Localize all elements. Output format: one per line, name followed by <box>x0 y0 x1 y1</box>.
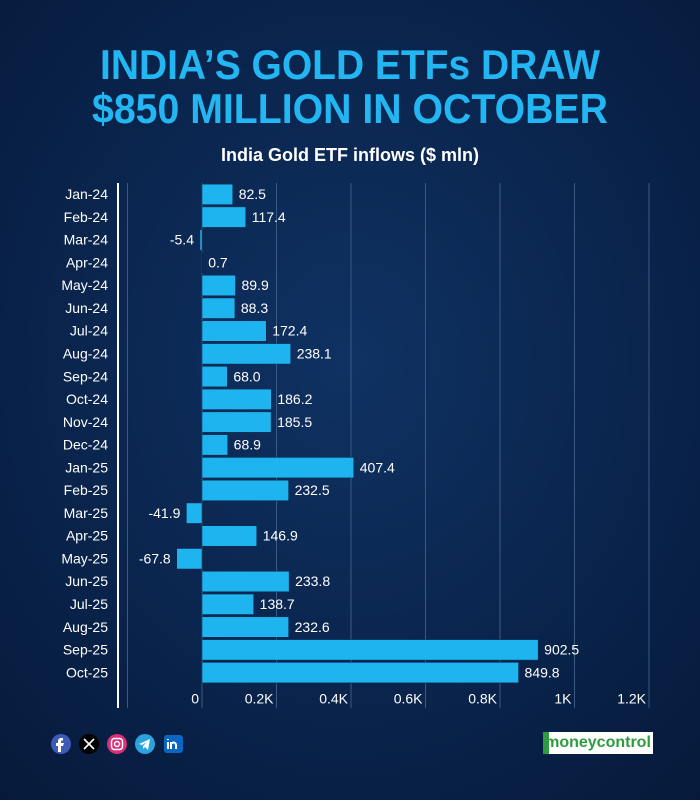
bar <box>202 366 227 386</box>
value-label: 68.9 <box>234 437 261 453</box>
x-tick-label: 0.6K <box>394 691 423 707</box>
y-tick-label: Mar-25 <box>64 505 109 521</box>
y-tick-label: Jun-24 <box>65 300 108 316</box>
value-label: 232.5 <box>295 482 330 498</box>
bar <box>200 230 202 250</box>
y-tick-label: Aug-25 <box>63 619 108 635</box>
linkedin-icon <box>164 735 183 753</box>
chart-title: $850 MILLION IN OCTOBER <box>92 85 608 132</box>
y-tick-label: Jul-24 <box>70 323 108 339</box>
bar <box>202 184 233 204</box>
x-tick-label: 1K <box>554 691 572 707</box>
bar <box>202 412 271 432</box>
value-label: -67.8 <box>139 550 171 566</box>
y-tick-label: May-25 <box>61 550 108 566</box>
value-label: -41.9 <box>148 505 180 521</box>
value-label: 172.4 <box>272 323 307 339</box>
bar <box>202 389 271 409</box>
y-tick-label: Oct-25 <box>66 664 108 680</box>
y-tick-label: Jul-25 <box>70 596 108 612</box>
value-label: 186.2 <box>277 391 312 407</box>
y-tick-label: Jan-24 <box>65 186 108 202</box>
y-tick-label: Apr-24 <box>66 254 108 270</box>
bar <box>202 457 354 477</box>
bar <box>202 298 235 318</box>
value-label: 238.1 <box>297 345 332 361</box>
value-label: -5.4 <box>170 232 194 248</box>
x-tick-label: 0.8K <box>468 691 497 707</box>
value-label: 407.4 <box>360 459 395 475</box>
value-label: 89.9 <box>241 277 268 293</box>
y-tick-label: Aug-24 <box>63 345 108 361</box>
value-label: 0.7 <box>208 254 228 270</box>
value-label: 902.5 <box>544 642 579 658</box>
x-tick-label: 0 <box>191 691 199 707</box>
value-label: 232.6 <box>295 619 330 635</box>
y-tick-label: Apr-25 <box>66 528 108 544</box>
bar <box>202 662 519 682</box>
bar <box>202 321 266 341</box>
chart-title: INDIA’S GOLD ETFs DRAW <box>100 41 600 88</box>
chart-subtitle: India Gold ETF inflows ($ mln) <box>221 145 479 165</box>
x-tick-label: 0.4K <box>319 691 348 707</box>
value-label: 146.9 <box>263 528 298 544</box>
value-label: 849.8 <box>525 664 560 680</box>
bar <box>202 617 289 637</box>
y-tick-label: Nov-24 <box>63 414 108 430</box>
bar <box>186 503 202 523</box>
y-tick-label: Sep-25 <box>63 642 108 658</box>
bar <box>202 207 246 227</box>
bar <box>202 526 257 546</box>
value-label: 185.5 <box>277 414 312 430</box>
bar <box>202 344 291 364</box>
x-tick-label: 1.2K <box>617 691 646 707</box>
instagram-icon <box>107 734 127 754</box>
value-label: 68.0 <box>233 368 260 384</box>
y-tick-label: Sep-24 <box>63 368 108 384</box>
y-tick-label: Jun-25 <box>65 573 108 589</box>
bar <box>202 640 538 660</box>
bar <box>202 571 289 591</box>
y-tick-label: Jan-25 <box>65 459 108 475</box>
bar <box>202 435 228 455</box>
y-tick-label: May-24 <box>61 277 108 293</box>
y-tick-label: Mar-24 <box>64 232 109 248</box>
value-label: 233.8 <box>295 573 330 589</box>
y-tick-label: Feb-25 <box>64 482 109 498</box>
bar <box>202 275 235 295</box>
value-label: 82.5 <box>239 186 266 202</box>
bar <box>202 480 289 500</box>
x-tick-label: 0.2K <box>245 691 274 707</box>
y-tick-label: Feb-24 <box>64 209 109 225</box>
brand-logo: moneycontrol <box>545 734 651 751</box>
value-label: 138.7 <box>260 596 295 612</box>
value-label: 117.4 <box>252 209 286 225</box>
value-label: 88.3 <box>241 300 268 316</box>
y-tick-label: Oct-24 <box>66 391 108 407</box>
y-tick-label: Dec-24 <box>63 437 108 453</box>
bar <box>202 594 254 614</box>
bar <box>177 549 202 569</box>
